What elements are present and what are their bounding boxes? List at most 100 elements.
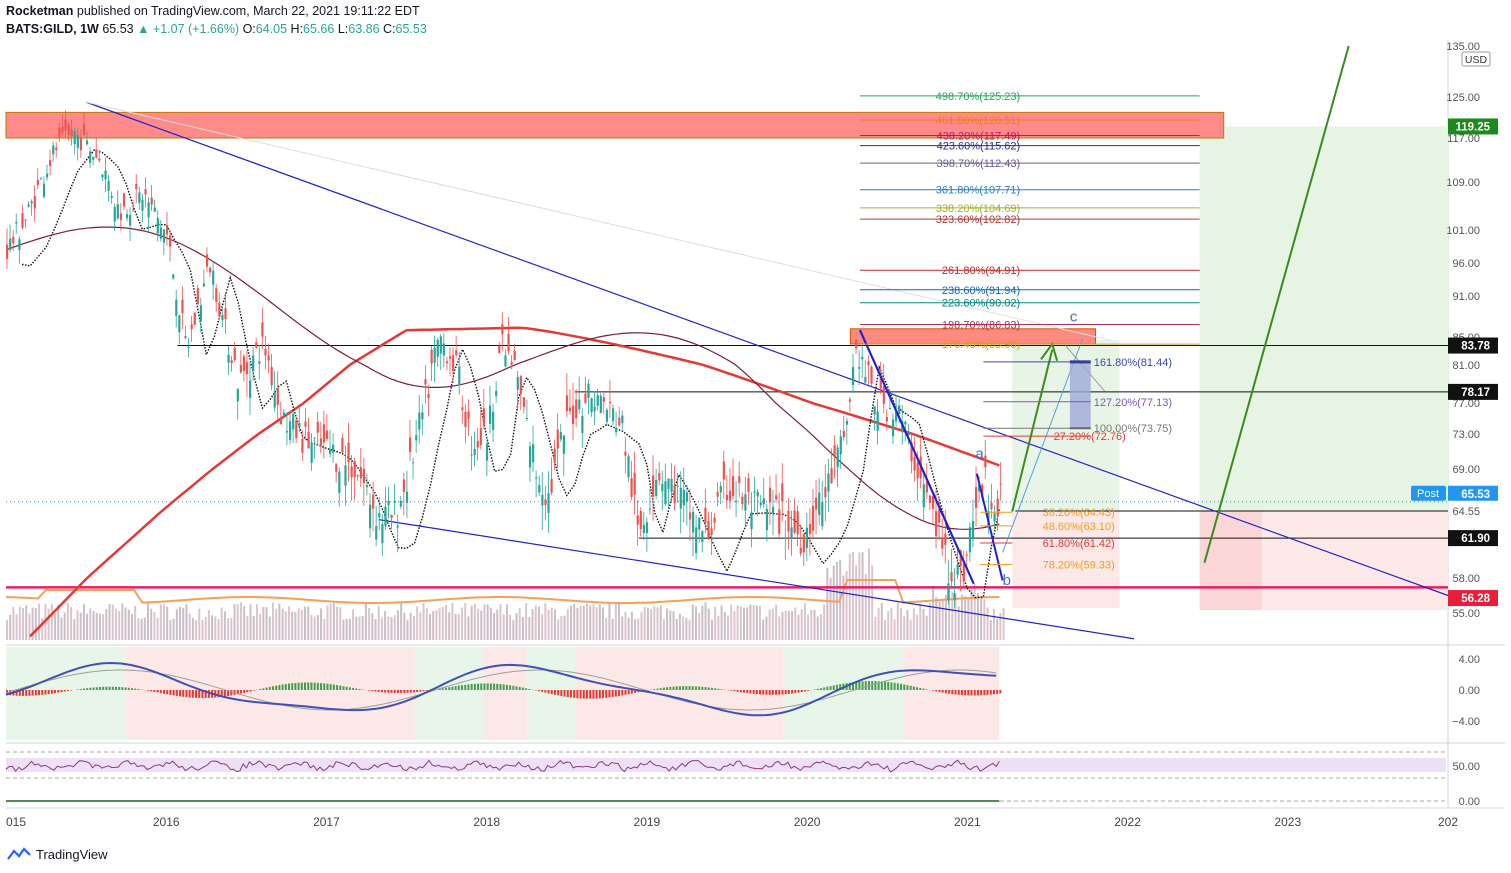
candle: [891, 419, 895, 437]
candle: [64, 119, 67, 131]
candle: [209, 267, 212, 273]
macd-histogram-bar: [243, 690, 246, 693]
candle: [931, 496, 935, 509]
volume-bar: [787, 610, 790, 640]
macd-histogram-bar: [912, 686, 915, 690]
macd-histogram-bar: [996, 690, 999, 694]
volume-bar: [563, 615, 566, 640]
candle: [236, 389, 239, 402]
candle: [442, 343, 446, 356]
macd-histogram-bar: [967, 690, 970, 696]
macd-histogram-bar: [57, 690, 60, 693]
macd-histogram-bar: [127, 687, 130, 690]
volume-bar: [38, 603, 41, 640]
candle: [24, 219, 27, 221]
candle: [319, 438, 322, 447]
symbol[interactable]: BATS:GILD, 1W: [6, 22, 99, 36]
volume-ma-line: [5, 579, 1000, 604]
macd-histogram-bar: [775, 690, 778, 695]
volume-bar: [813, 609, 816, 640]
candle: [753, 491, 756, 493]
volume-bar: [775, 604, 778, 640]
currency-badge: [1461, 51, 1491, 67]
candle: [882, 386, 885, 404]
macd-histogram-bar: [672, 686, 675, 690]
candle: [701, 531, 704, 543]
candle: [759, 502, 762, 506]
macd-histogram-bar: [207, 690, 210, 698]
candle: [307, 431, 310, 449]
candle: [393, 500, 396, 503]
candle: [436, 339, 439, 357]
macd-histogram-bar: [553, 690, 556, 695]
volume-bar: [960, 594, 963, 640]
author[interactable]: Rocketman: [6, 4, 74, 18]
volume-bar: [845, 570, 848, 640]
volume-bar: [294, 612, 297, 640]
volume-bar: [223, 611, 226, 640]
candle: [67, 124, 70, 135]
volume-bar: [95, 612, 98, 640]
macd-line: [5, 661, 997, 717]
macd-histogram-bar: [829, 686, 832, 690]
volume-bar: [794, 607, 797, 640]
macd-histogram-bar: [188, 690, 191, 698]
volume-bar: [201, 619, 204, 640]
high-label: H:: [290, 22, 304, 36]
candle: [264, 349, 267, 356]
macd-histogram-bar: [470, 684, 473, 690]
candle: [375, 526, 378, 540]
macd-histogram-bar: [557, 690, 560, 696]
macd-histogram-bar: [586, 690, 589, 699]
volume-bar: [659, 605, 662, 640]
macd-histogram-bar: [970, 690, 973, 696]
macd-histogram-bar: [326, 683, 329, 690]
candle: [538, 485, 541, 493]
volume-bar: [307, 606, 310, 640]
candle: [550, 478, 553, 493]
volume-bar: [678, 613, 681, 640]
candle: [805, 527, 809, 548]
macd-histogram-bar: [800, 690, 803, 693]
volume-bar: [592, 604, 595, 640]
volume-bar: [454, 613, 457, 640]
candle: [719, 485, 722, 493]
volume-bar: [826, 567, 829, 640]
candle: [648, 508, 652, 510]
macd-histogram-bar: [223, 690, 226, 697]
macd-histogram-bar: [611, 690, 614, 697]
volume-bar: [300, 610, 303, 640]
macd-histogram-bar: [89, 687, 92, 690]
volume-bar: [771, 608, 774, 640]
macd-histogram-bar: [339, 685, 342, 690]
target-zone-1: [1012, 340, 1120, 511]
volume-bar: [534, 605, 537, 640]
volume-bar: [832, 565, 835, 640]
long-projection-line: [1203, 45, 1350, 563]
macd-histogram-bar: [778, 690, 781, 695]
macd-histogram-bar: [368, 690, 371, 691]
volume-bar: [807, 614, 810, 640]
candle: [633, 472, 636, 495]
tradingview-logo-icon[interactable]: [6, 846, 32, 862]
volume-bar: [525, 603, 528, 640]
macd-histogram-bar: [957, 690, 960, 695]
volume-bar: [252, 615, 255, 640]
candle: [624, 451, 627, 456]
macd-histogram-bar: [336, 685, 339, 690]
macd-histogram-bar: [409, 690, 412, 693]
candle: [599, 395, 602, 413]
volume-bar: [329, 603, 332, 640]
candle: [596, 395, 599, 406]
price-tick: 64.55: [1452, 506, 1480, 518]
volume-bar: [932, 585, 935, 640]
candle: [408, 437, 412, 452]
macd-histogram-bar: [396, 690, 399, 694]
time-tick: 2016: [153, 815, 180, 829]
macd-histogram-bar: [768, 690, 771, 695]
candle: [165, 224, 169, 235]
candle: [95, 149, 98, 158]
volume-bar: [323, 618, 326, 640]
macd-histogram-bar: [400, 690, 403, 694]
